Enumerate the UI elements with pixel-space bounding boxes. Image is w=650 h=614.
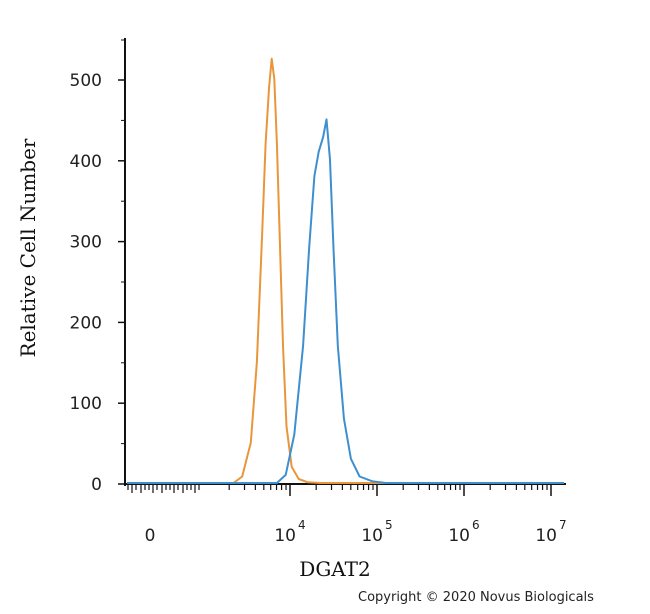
y-tick-label: 100	[70, 394, 102, 414]
x-tick-label: 106	[448, 518, 479, 546]
y-tick-label: 400	[70, 152, 102, 172]
copyright-text: Copyright © 2020 Novus Biologicals	[358, 590, 594, 605]
y-axis-title: Relative Cell Number	[16, 138, 40, 357]
y-tick-label: 300	[70, 233, 102, 253]
x-ticks: 0 104 105 106 107	[145, 484, 567, 546]
y-tick-label: 500	[70, 71, 102, 91]
y-ticks: 0 100 200 300 400 500	[70, 39, 125, 495]
series-line-1	[127, 57, 564, 484]
y-tick-label: 200	[70, 313, 102, 333]
x-axis-title: DGAT2	[299, 557, 370, 581]
x-tick-label: 0	[145, 526, 156, 546]
y-tick-label: 0	[91, 475, 102, 495]
x-tick-label: 107	[535, 518, 566, 546]
series-group	[127, 57, 564, 484]
x-minor-ticks	[127, 484, 548, 493]
series-line-2	[127, 118, 564, 484]
axes	[124, 38, 566, 486]
x-tick-label: 105	[361, 518, 392, 546]
x-tick-label: 104	[274, 518, 305, 546]
